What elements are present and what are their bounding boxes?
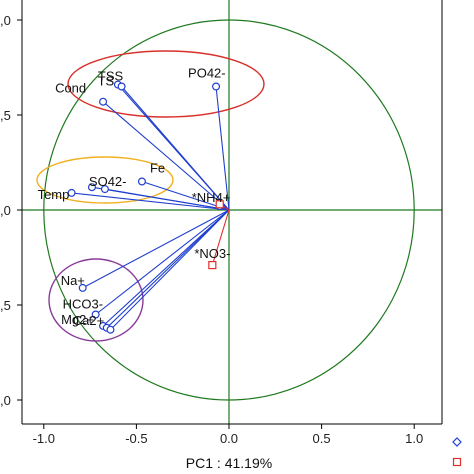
x-tick-label: -1.0	[33, 431, 55, 446]
variable-point	[78, 283, 87, 292]
variable-point	[137, 177, 146, 186]
variable-label: TSS	[98, 69, 124, 84]
variable-point	[100, 185, 109, 194]
variable-label: *NH4+	[192, 190, 231, 205]
variable-point	[91, 310, 100, 319]
supplementary-vector	[211, 209, 230, 266]
group-ellipse-purple	[48, 258, 144, 342]
x-tick-label: 1.0	[405, 431, 423, 446]
y-tick-label: ,0	[0, 203, 11, 218]
variable-label: Temp	[38, 187, 70, 202]
variable-point	[212, 82, 221, 91]
variable-label: PO42-	[188, 66, 226, 81]
variable-label: Na+	[61, 273, 85, 288]
variable-label: HCO3-	[63, 297, 103, 312]
group-ellipse-yellow	[36, 156, 174, 204]
variable-label: Fe	[150, 161, 165, 176]
variable-point	[67, 188, 76, 197]
variable-label: TS	[98, 74, 115, 89]
variable-vector	[95, 209, 230, 315]
variable-vector	[141, 180, 230, 211]
variable-vector	[102, 101, 230, 211]
y-tick-label: ,0	[0, 393, 11, 408]
variable-vector	[82, 209, 230, 289]
supplementary-point	[208, 261, 217, 270]
supplementary-label: *NO3-	[194, 246, 230, 261]
variable-vector	[71, 192, 230, 211]
variable-vector	[106, 209, 230, 329]
y-tick-label: ,0	[0, 13, 11, 28]
variable-vector	[102, 209, 230, 327]
variable-vector	[91, 186, 230, 211]
variable-label: Cond	[55, 81, 86, 96]
variable-label: Mg2+	[61, 312, 94, 327]
legend-variables-marker	[452, 437, 462, 447]
variable-point	[87, 183, 96, 192]
y-tick-label: ,5	[0, 298, 11, 313]
group-ellipse-red	[67, 50, 265, 118]
x-axis-title: PC1 : 41.19%	[186, 455, 272, 471]
variable-point	[106, 325, 115, 334]
x-tick-label: 0.0	[220, 431, 238, 446]
x-tick-label: -0.5	[125, 431, 147, 446]
supplementary-point	[215, 200, 224, 209]
variable-vector	[110, 209, 230, 331]
x-tick-label: 0.5	[313, 431, 331, 446]
variable-label: Ca2+	[73, 313, 104, 328]
y-tick-label: ,5	[0, 108, 11, 123]
legend-supplementary-marker	[452, 457, 462, 467]
variable-label: SO42-	[89, 174, 127, 189]
variable-vector	[121, 86, 230, 211]
variable-point	[99, 97, 108, 106]
variable-vector	[215, 86, 230, 211]
variable-point	[117, 82, 126, 91]
